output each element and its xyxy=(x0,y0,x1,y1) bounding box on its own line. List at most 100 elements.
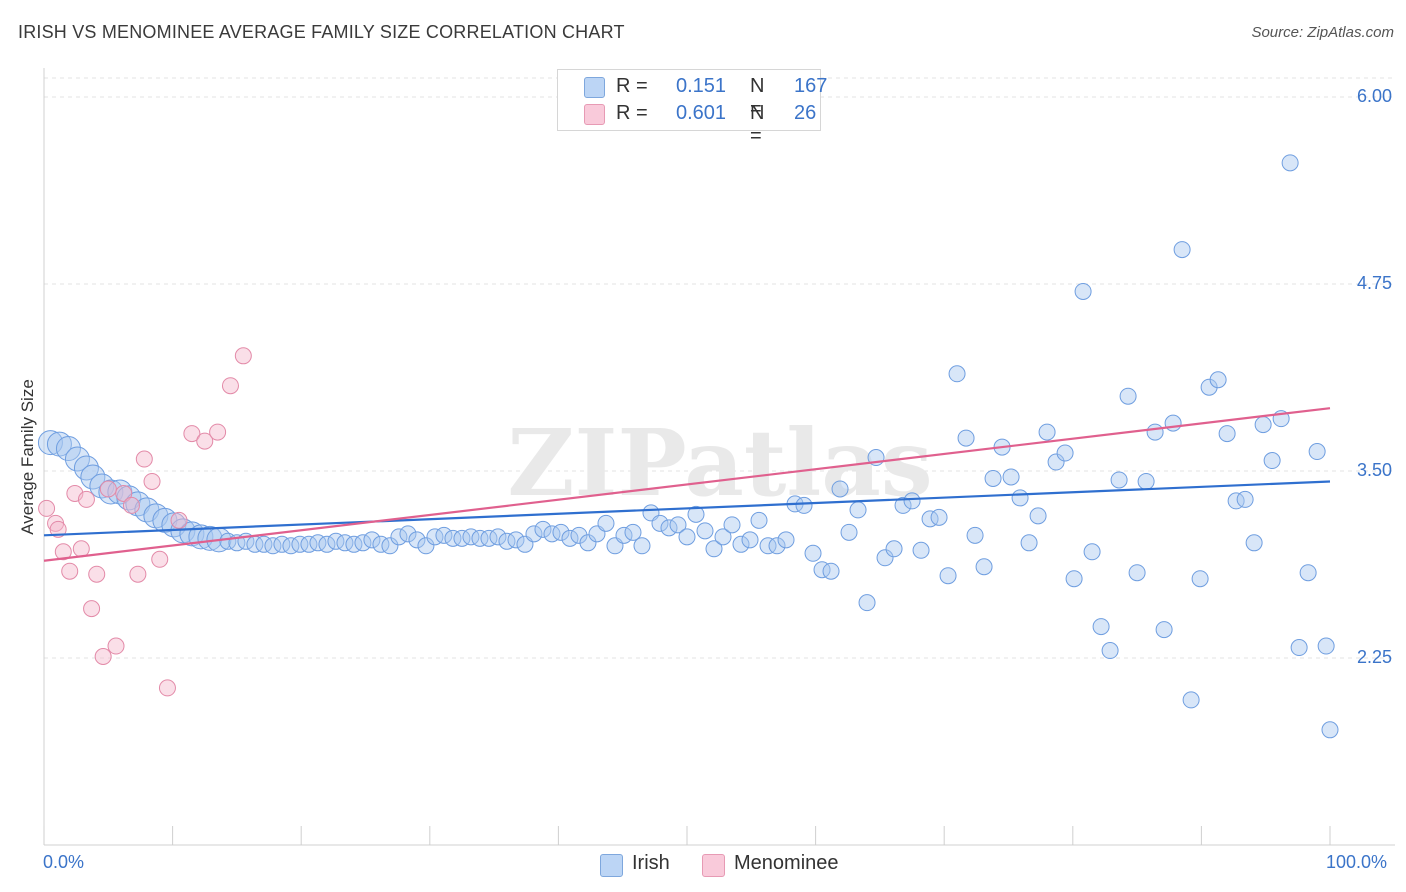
irish-point xyxy=(462,528,480,546)
menominee-swatch xyxy=(584,104,605,125)
irish-point xyxy=(489,528,507,546)
irish-point xyxy=(894,496,912,514)
r-label: R = xyxy=(616,102,648,124)
irish-point xyxy=(426,528,444,546)
irish-point xyxy=(1128,564,1146,582)
irish-point xyxy=(1209,371,1227,389)
irish-point xyxy=(1074,282,1092,300)
grid-lines xyxy=(44,77,1395,659)
irish-point xyxy=(804,544,822,562)
x-tick-label-max: 100.0% xyxy=(1326,852,1388,872)
irish-point xyxy=(381,537,399,555)
n-value: 167 xyxy=(794,75,828,97)
irish-point xyxy=(705,540,723,558)
irish-point xyxy=(480,529,498,547)
irish-point xyxy=(552,523,570,541)
irish-point xyxy=(219,532,237,550)
irish-point xyxy=(732,535,750,553)
stats-legend: R = 0.151 N = 167 R = 0.601 N = 26 xyxy=(557,69,827,147)
y-tick-label: 2.25 xyxy=(1356,647,1392,667)
irish-point xyxy=(1101,642,1119,660)
irish-point xyxy=(1245,534,1263,552)
irish-point xyxy=(363,531,381,549)
menominee-point xyxy=(115,484,133,502)
irish-point xyxy=(597,514,615,532)
irish-point xyxy=(345,535,363,553)
irish-point xyxy=(1119,387,1137,405)
irish-point xyxy=(966,526,984,544)
irish-point xyxy=(1227,492,1245,510)
irish-point xyxy=(696,522,714,540)
x-tick-label-min: 0.0% xyxy=(43,852,85,872)
irish-point xyxy=(1083,543,1101,561)
irish-point xyxy=(197,525,223,551)
irish-point xyxy=(615,526,633,544)
menominee-point xyxy=(221,377,239,395)
menominee-point xyxy=(196,432,214,450)
irish-trend-line xyxy=(43,480,1331,537)
irish-point xyxy=(849,501,867,519)
irish-point xyxy=(903,492,921,510)
irish-point xyxy=(543,525,561,543)
irish-point xyxy=(1092,618,1110,636)
menominee-point xyxy=(234,347,252,365)
irish-point xyxy=(444,529,462,547)
irish-point xyxy=(1137,472,1155,490)
irish-point xyxy=(336,534,354,552)
irish-swatch xyxy=(584,77,605,98)
irish-point xyxy=(309,534,327,552)
irish-point xyxy=(417,537,435,555)
irish-point xyxy=(435,526,453,544)
irish-point xyxy=(1020,534,1038,552)
chart-title: IRISH VS MENOMINEE AVERAGE FAMILY SIZE C… xyxy=(18,22,625,42)
irish-point xyxy=(1011,489,1029,507)
irish-point xyxy=(1155,621,1173,639)
irish-point xyxy=(561,529,579,547)
irish-point xyxy=(831,480,849,498)
r-value: 0.601 xyxy=(676,102,727,124)
menominee-point xyxy=(143,472,161,490)
irish-point xyxy=(1029,507,1047,525)
irish-point xyxy=(354,534,372,552)
axes xyxy=(43,68,1395,846)
irish-point xyxy=(723,516,741,534)
irish-point xyxy=(741,531,759,549)
menominee-point xyxy=(209,423,227,441)
irish-point xyxy=(651,514,669,532)
irish-point xyxy=(318,535,336,553)
irish-point xyxy=(624,523,642,541)
menominee-point xyxy=(122,496,140,514)
r-value: 0.151 xyxy=(676,75,727,97)
irish-point xyxy=(291,535,309,553)
irish-point xyxy=(327,532,345,550)
irish-point xyxy=(876,549,894,567)
irish-point xyxy=(498,532,516,550)
irish-point xyxy=(984,469,1002,487)
menominee-legend-label: Menominee xyxy=(734,852,839,874)
irish-point xyxy=(714,528,732,546)
irish-point xyxy=(795,496,813,514)
menominee-point xyxy=(88,565,106,583)
irish-point xyxy=(1002,468,1020,486)
n-label: N = xyxy=(750,75,765,120)
irish-point xyxy=(921,510,939,528)
irish-point xyxy=(1218,425,1236,443)
irish-point xyxy=(669,516,687,534)
irish-point xyxy=(73,455,99,481)
r-label: R = xyxy=(616,75,648,97)
irish-point xyxy=(300,535,318,553)
y-axis-label: Average Family Size xyxy=(18,379,37,535)
irish-point xyxy=(912,541,930,559)
irish-point xyxy=(1173,241,1191,259)
irish-point xyxy=(975,558,993,576)
menominee-point xyxy=(151,550,169,568)
menominee-point xyxy=(107,637,125,655)
irish-point xyxy=(408,531,426,549)
irish-point xyxy=(1254,416,1272,434)
irish-point xyxy=(885,540,903,558)
chart-source: Source: ZipAtlas.com xyxy=(1251,24,1394,41)
x-ticks xyxy=(43,826,1331,845)
irish-point xyxy=(534,520,552,538)
menominee-point xyxy=(129,565,147,583)
y-tick-label: 3.50 xyxy=(1356,460,1392,480)
